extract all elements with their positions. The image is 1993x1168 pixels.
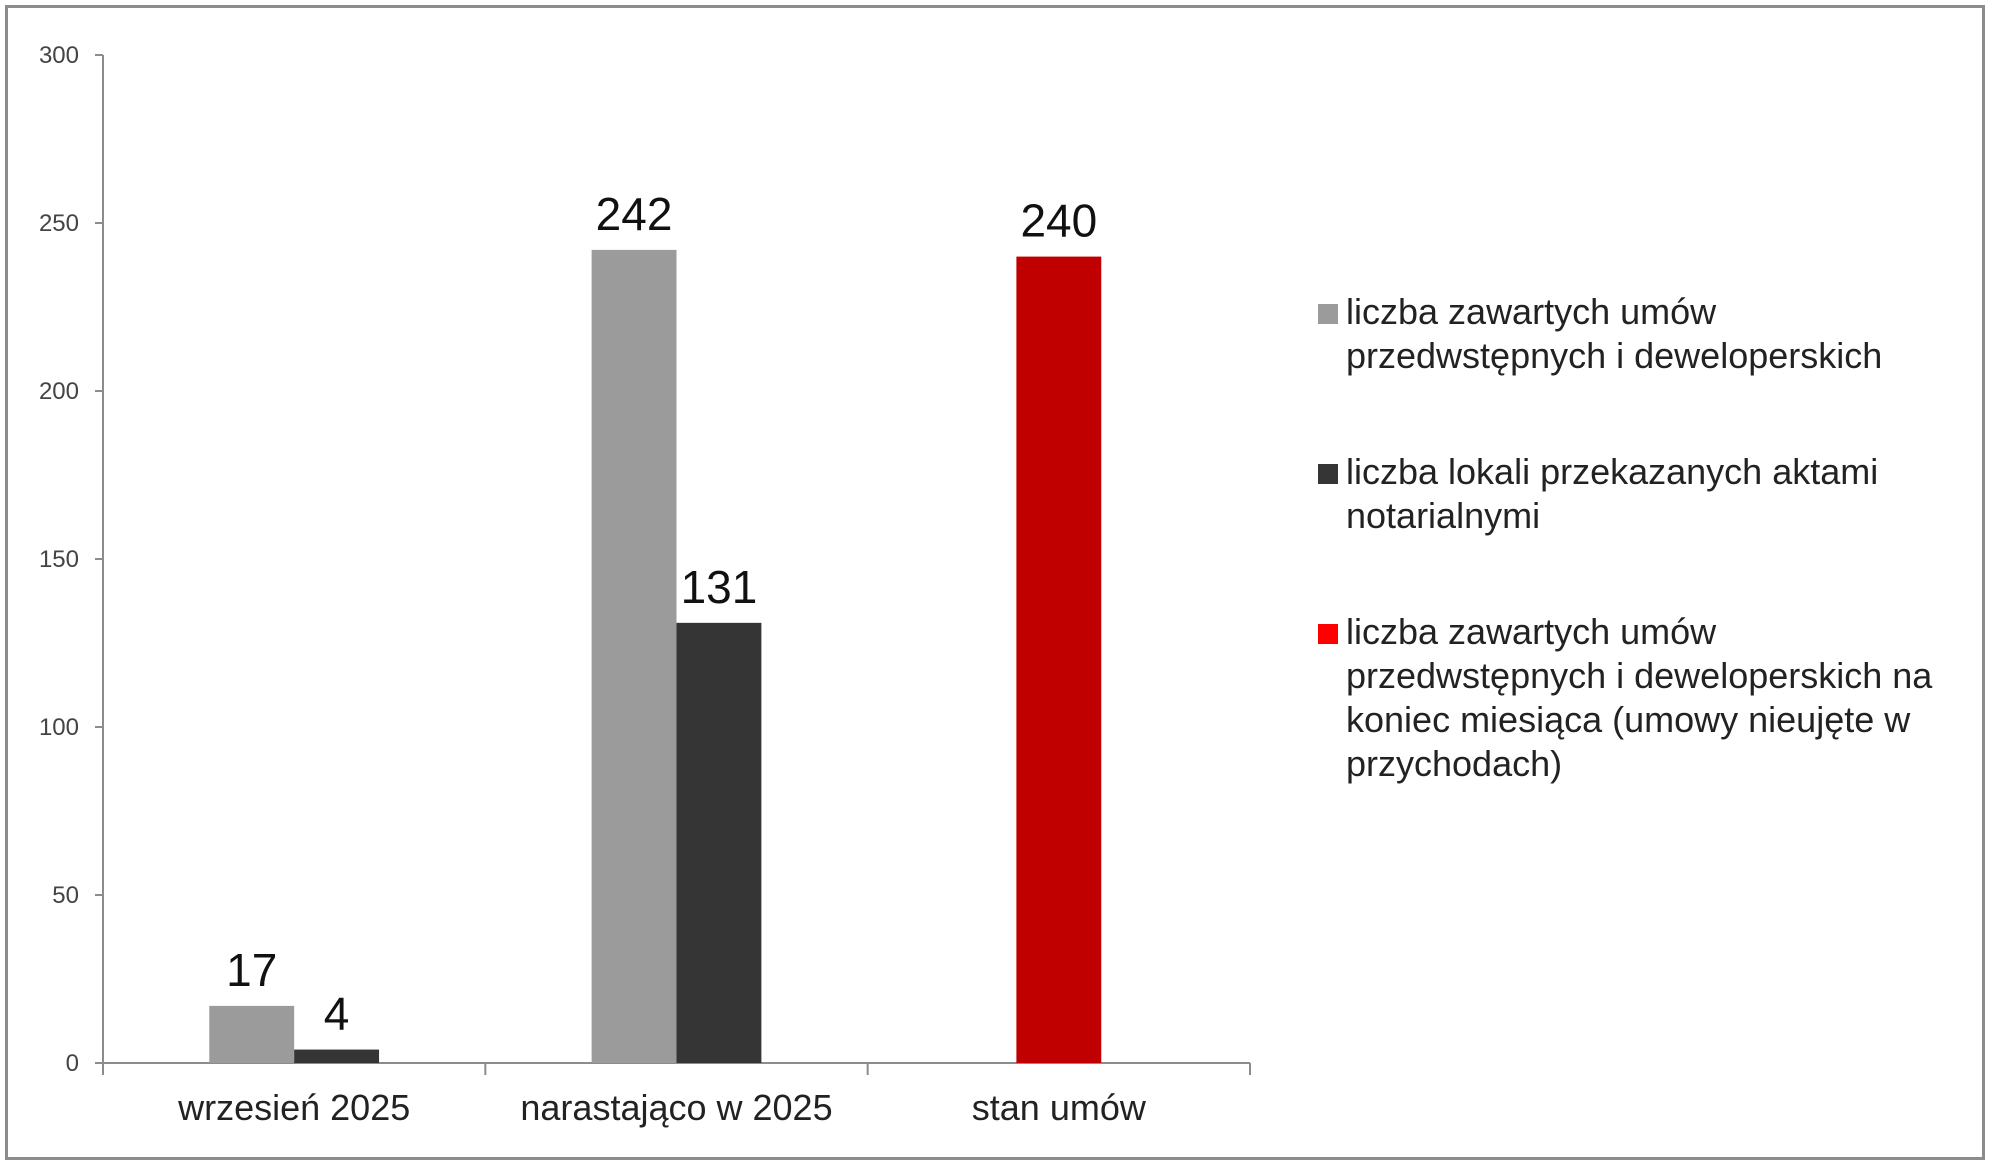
data-label-series0-cat0: 17 xyxy=(226,944,277,996)
bar-series0-cat0 xyxy=(209,1005,295,1063)
y-tick-label-250: 250 xyxy=(39,210,79,237)
legend-swatch-backlog xyxy=(1318,624,1338,644)
bars xyxy=(209,249,1102,1064)
bar-series1-cat0 xyxy=(294,1049,380,1063)
legend-label-handovers: liczba lokali przekazanych aktami notari… xyxy=(1346,451,1879,536)
x-tick-label-2: stan umów xyxy=(972,1087,1147,1128)
y-tick-label-200: 200 xyxy=(39,378,79,405)
legend-swatch-handovers xyxy=(1318,464,1338,484)
legend: liczba zawartych umów przedwstępnych i d… xyxy=(1318,290,1958,858)
x-axis: wrzesień 2025 narastająco w 2025 stan umów xyxy=(102,1062,1251,1128)
y-axis: 0 50 100 150 200 250 300 xyxy=(39,42,104,1077)
y-tick-label-150: 150 xyxy=(39,546,79,573)
y-tick-label-300: 300 xyxy=(39,42,79,69)
data-label-series2-cat2: 240 xyxy=(1020,195,1097,247)
x-tick-label-1: narastająco w 2025 xyxy=(520,1087,832,1128)
y-tick-label-100: 100 xyxy=(39,714,79,741)
y-tick-label-0: 0 xyxy=(66,1050,79,1077)
data-label-series1-cat0: 4 xyxy=(324,988,350,1040)
y-tick-label-50: 50 xyxy=(52,882,79,909)
data-labels: 17 4 242 131 240 xyxy=(226,188,1097,1040)
legend-swatch-contracts xyxy=(1318,304,1338,324)
legend-item-backlog: liczba zawartych umów przedwstępnych i d… xyxy=(1318,610,1958,786)
legend-item-handovers: liczba lokali przekazanych aktami notari… xyxy=(1318,450,1958,538)
bar-series2-cat2 xyxy=(1016,256,1102,1064)
legend-item-contracts: liczba zawartych umów przedwstępnych i d… xyxy=(1318,290,1958,378)
data-label-series1-cat1: 131 xyxy=(681,561,758,613)
legend-label-backlog: liczba zawartych umów przedwstępnych i d… xyxy=(1346,611,1933,784)
legend-label-contracts: liczba zawartych umów przedwstępnych i d… xyxy=(1346,291,1883,376)
bar-series1-cat1 xyxy=(676,622,762,1063)
chart-frame xyxy=(5,5,1985,1160)
data-label-series0-cat1: 242 xyxy=(596,188,673,240)
x-tick-label-0: wrzesień 2025 xyxy=(177,1087,410,1128)
bar-series0-cat1 xyxy=(591,249,677,1063)
